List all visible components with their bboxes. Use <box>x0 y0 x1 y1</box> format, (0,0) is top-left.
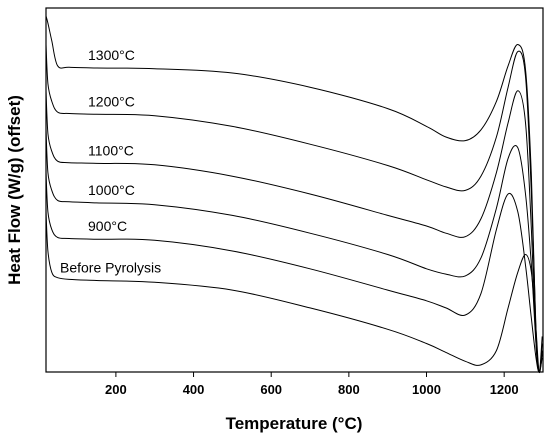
series-line-2 <box>45 90 543 373</box>
series-line-3 <box>45 129 543 373</box>
x-tick-label: 1000 <box>412 382 441 397</box>
series-label-0: 1300°C <box>88 47 135 63</box>
series-labels-layer: 1300°C 1200°C 1100°C 1000°C 900°C Before Pyro… <box>60 47 161 276</box>
x-tick-label: 800 <box>338 382 360 397</box>
series-label-5: Before Pyrolysis <box>60 260 161 276</box>
series-label-3: 1000°C <box>88 182 135 198</box>
series-line-0 <box>45 15 543 373</box>
series-line-1 <box>45 44 543 373</box>
x-tick-label: 600 <box>260 382 282 397</box>
plot-frame <box>45 7 544 373</box>
series-label-2: 1100°C <box>88 142 134 158</box>
curves-layer <box>45 15 543 374</box>
x-ticks-layer: 200 400 600 800 1000 1200 <box>105 372 519 397</box>
series-label-1: 1200°C <box>88 93 135 109</box>
x-tick-label: 1200 <box>490 382 519 397</box>
series-label-4: 900°C <box>88 218 127 234</box>
x-tick-label: 200 <box>105 382 127 397</box>
series-line-4 <box>45 172 543 373</box>
x-tick-label: 400 <box>183 382 205 397</box>
y-axis-title: Heat Flow (W/g) (offset) <box>5 95 24 285</box>
series-line-5 <box>45 211 543 374</box>
x-axis-title: Temperature (°C) <box>226 414 363 433</box>
